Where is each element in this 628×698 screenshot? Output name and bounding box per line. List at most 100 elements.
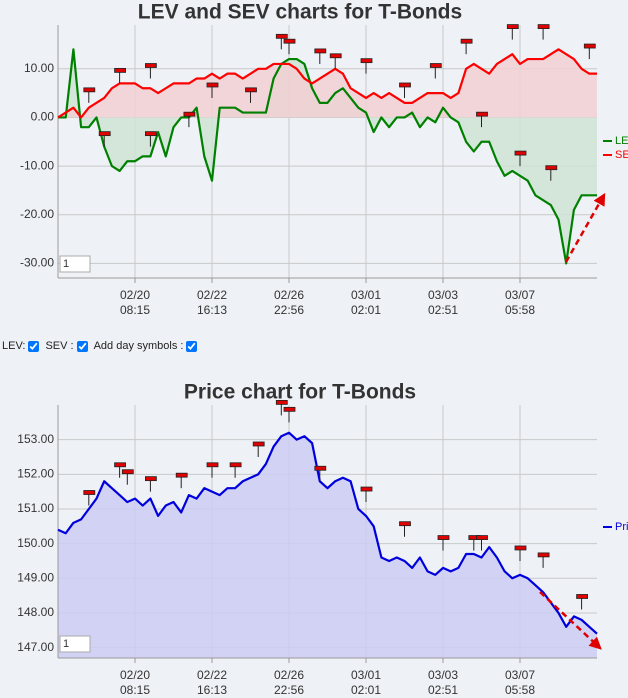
area-fill — [58, 49, 597, 118]
day-symbol — [252, 441, 265, 457]
day-symbol — [175, 472, 188, 489]
x-tick-label: 05:58 — [505, 303, 535, 317]
day-symbol — [275, 399, 288, 416]
x-tick-label: 02/22 — [197, 668, 227, 682]
day-symbol — [360, 58, 373, 74]
day-symbol — [283, 38, 296, 55]
day-symbol — [275, 33, 288, 50]
y-tick-label: -30.00 — [20, 256, 54, 270]
y-tick-label: -20.00 — [20, 207, 54, 221]
x-tick-label: 03/03 — [428, 288, 458, 302]
day-symbol — [144, 476, 157, 492]
day-symbol-flag — [283, 406, 296, 412]
lev-checkbox[interactable] — [28, 340, 40, 352]
day-symbol-flag — [576, 594, 588, 599]
day-symbol-flag — [545, 165, 558, 171]
y-tick-label: 0.00 — [31, 110, 55, 124]
day-symbol-flag — [514, 545, 527, 551]
day-symbol-flag — [476, 111, 488, 117]
day-symbol-flag — [114, 67, 126, 73]
y-tick-label: 149.00 — [17, 570, 54, 584]
day-symbol — [399, 521, 411, 537]
day-symbol-flag — [121, 469, 134, 475]
day-symbol — [98, 131, 111, 147]
day-symbol — [114, 462, 126, 478]
day-symbol — [144, 131, 157, 147]
legend-label: LEV — [615, 135, 628, 147]
day-symbol — [437, 535, 450, 551]
day-symbol-flag — [206, 82, 219, 88]
x-tick-label: 02/20 — [120, 668, 150, 682]
day-symbol-flag — [206, 462, 219, 468]
day-symbol-flag — [360, 58, 373, 64]
day-symbol-flag — [83, 490, 96, 495]
zoom-input — [59, 635, 91, 653]
sev-label: SEV : — [45, 340, 74, 352]
legend-label: Price — [615, 521, 628, 533]
x-tick-label: 02:51 — [428, 683, 458, 697]
day-symbol — [429, 63, 442, 79]
x-tick-label: 16:13 — [197, 683, 227, 697]
day-symbol — [83, 490, 96, 506]
day-symbol-flag — [329, 53, 342, 59]
day-symbol-flag — [537, 552, 550, 558]
x-tick-label: 02/26 — [274, 288, 304, 302]
y-tick-label: 151.00 — [17, 501, 54, 515]
day-symbol-flag — [275, 33, 288, 39]
day-symbol-flag — [83, 87, 96, 93]
day-symbol-flag — [583, 43, 596, 49]
x-tick-label: 03/01 — [351, 668, 381, 682]
day-symbol-flag — [144, 131, 157, 137]
day-symbol-flag — [175, 472, 188, 478]
day-symbol — [506, 24, 519, 40]
day-symbol-flag — [399, 82, 411, 88]
day-symbol-flag — [399, 521, 411, 527]
day-symbol-flag — [283, 38, 296, 44]
day-symbol-flag — [252, 441, 265, 447]
y-tick-label: 150.00 — [17, 536, 54, 550]
day-symbol — [183, 111, 196, 128]
day-symbol — [314, 465, 327, 482]
x-tick-label: 03/03 — [428, 668, 458, 682]
trend-arrow — [564, 192, 606, 263]
day-symbols-label: Add day symbols : — [93, 340, 184, 352]
day-symbol-flag — [460, 38, 473, 44]
x-tick-label: 02/26 — [274, 668, 304, 682]
x-tick-label: 22:56 — [274, 303, 304, 317]
day-symbol — [83, 87, 96, 103]
day-symbol-flag — [476, 535, 488, 540]
day-symbols-checkbox[interactable] — [186, 340, 198, 352]
x-tick-label: 03/07 — [505, 288, 535, 302]
x-tick-label: 03/07 — [505, 668, 535, 682]
day-symbol-flag — [506, 24, 519, 29]
y-tick-label: -10.00 — [20, 158, 54, 172]
x-tick-label: 08:15 — [120, 683, 150, 697]
chart-title: LEV and SEV charts for T-Bonds — [138, 1, 462, 24]
day-symbol — [583, 43, 596, 60]
day-symbol — [476, 111, 488, 128]
trend-arrow — [539, 591, 602, 650]
day-symbol — [476, 535, 488, 551]
sev-checkbox[interactable] — [76, 340, 88, 352]
day-symbol-flag — [537, 24, 550, 29]
y-tick-label: 10.00 — [24, 61, 54, 75]
day-symbol-flag — [275, 399, 288, 405]
day-symbol-flag — [98, 131, 111, 137]
x-tick-label: 02/22 — [197, 288, 227, 302]
x-tick-label: 05:58 — [505, 683, 535, 697]
day-symbol — [121, 469, 134, 485]
x-tick-label: 03/01 — [351, 288, 381, 302]
zoom-input — [59, 255, 91, 273]
x-tick-label: 02:01 — [351, 303, 381, 317]
day-symbol — [206, 462, 219, 478]
day-symbol — [545, 165, 558, 181]
x-tick-label: 02/20 — [120, 288, 150, 302]
day-symbol-flag — [114, 462, 126, 468]
x-tick-label: 16:13 — [197, 303, 227, 317]
day-symbol-flag — [245, 87, 257, 93]
day-symbol — [206, 82, 219, 98]
day-symbol — [329, 53, 342, 69]
day-symbol-flag — [514, 150, 527, 156]
